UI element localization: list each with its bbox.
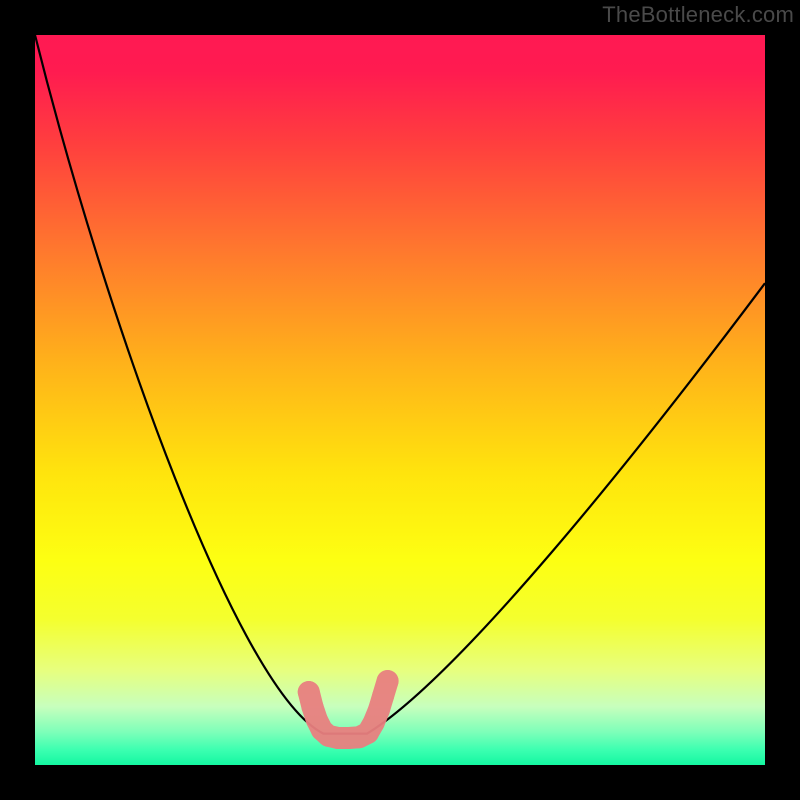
chart-frame: { "watermark": { "text": "TheBottleneck.… <box>0 0 800 800</box>
watermark-text: TheBottleneck.com <box>602 2 794 28</box>
bottleneck-curve-chart <box>0 0 800 800</box>
